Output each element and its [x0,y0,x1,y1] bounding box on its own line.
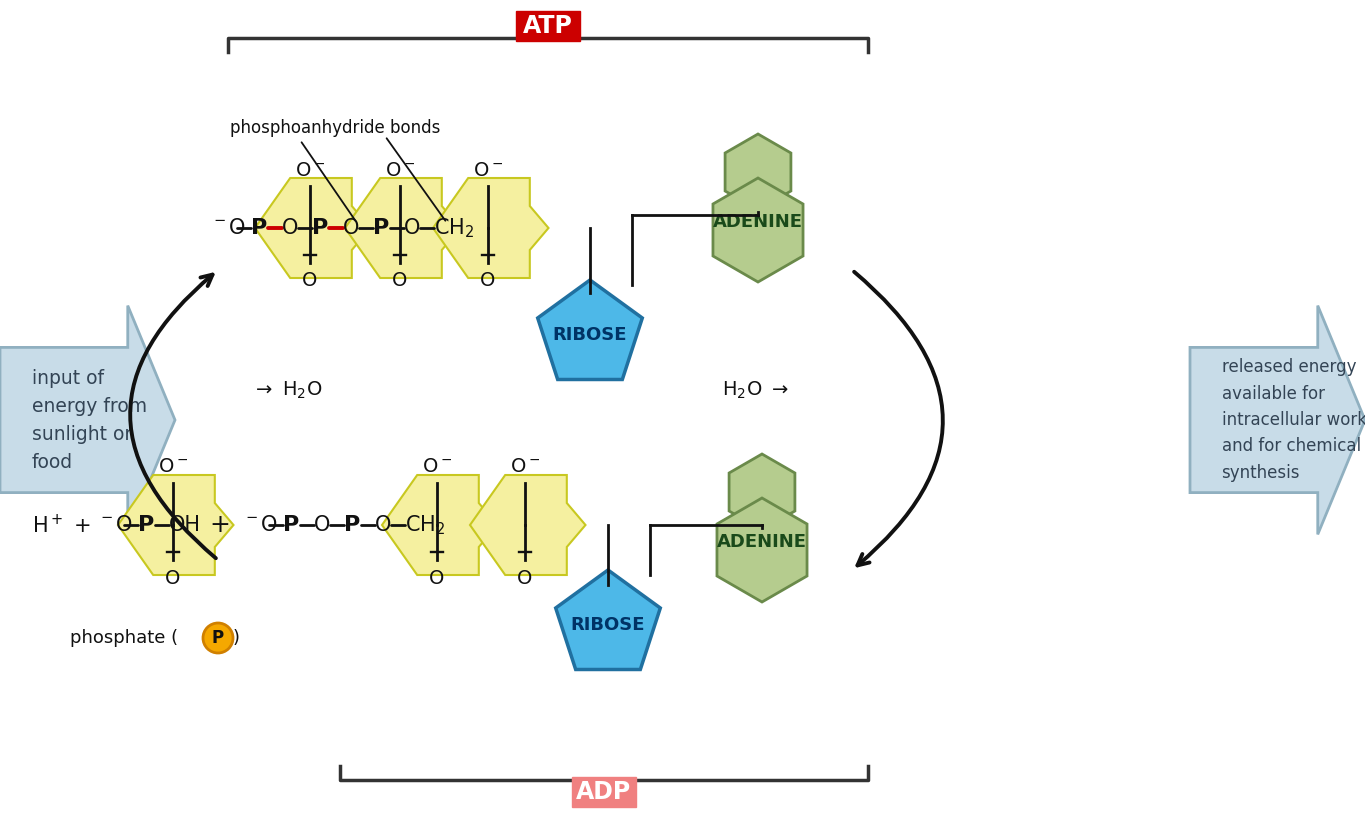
Text: P: P [344,515,360,535]
Text: O: O [343,218,359,238]
Text: O: O [404,218,420,238]
Text: O: O [430,568,445,587]
Text: released energy
available for
intracellular work
and for chemical
synthesis: released energy available for intracellu… [1222,358,1365,482]
Text: O$^-$: O$^-$ [158,458,188,477]
Text: RIBOSE: RIBOSE [571,616,646,634]
FancyArrowPatch shape [130,274,216,559]
FancyBboxPatch shape [516,11,580,41]
Polygon shape [470,475,586,575]
Text: O$^-$: O$^-$ [511,458,541,477]
Text: $\rightarrow$ H$_2$O: $\rightarrow$ H$_2$O [253,379,322,400]
Polygon shape [0,305,175,535]
Text: RIBOSE: RIBOSE [553,326,628,344]
Text: $^-$O: $^-$O [97,515,132,535]
Text: ): ) [233,629,240,647]
Text: ADP: ADP [576,780,632,804]
Text: O: O [480,272,495,291]
Text: O: O [165,568,180,587]
Text: P: P [313,218,328,238]
Polygon shape [1190,305,1365,535]
Text: O: O [517,568,532,587]
Text: O$^-$: O$^-$ [295,161,325,179]
Text: O: O [283,218,299,238]
Text: P: P [373,218,389,238]
Text: CH$_2$: CH$_2$ [434,216,475,240]
Text: H$^+$ +: H$^+$ + [31,514,90,536]
Polygon shape [433,178,549,278]
Polygon shape [345,178,460,278]
Polygon shape [717,498,807,602]
Polygon shape [556,570,661,669]
Text: +: + [209,513,229,537]
Text: ATP: ATP [523,14,573,38]
Text: O: O [314,515,330,535]
Text: input of
energy from
sunlight or
food: input of energy from sunlight or food [31,369,146,472]
Text: O: O [302,272,318,291]
Polygon shape [382,475,497,575]
Text: ADENINE: ADENINE [713,213,803,231]
Polygon shape [538,280,643,379]
Text: phosphate (: phosphate ( [70,629,177,647]
Text: O$^-$: O$^-$ [472,161,504,179]
Text: $^-$O: $^-$O [210,218,246,238]
Polygon shape [713,178,803,282]
Text: H$_2$O $\rightarrow$: H$_2$O $\rightarrow$ [722,379,789,400]
Text: phosphoanhydride bonds: phosphoanhydride bonds [229,119,441,137]
Text: O: O [375,515,392,535]
Text: P: P [138,515,154,535]
Polygon shape [255,178,370,278]
FancyArrowPatch shape [854,272,943,565]
Text: P: P [283,515,299,535]
Text: $^-$O: $^-$O [242,515,278,535]
Text: O: O [392,272,408,291]
Circle shape [203,623,233,653]
Text: ADENINE: ADENINE [717,533,807,551]
Text: P: P [212,629,224,647]
Text: O$^-$: O$^-$ [422,458,452,477]
Text: OH: OH [169,515,201,535]
Text: CH$_2$: CH$_2$ [405,514,445,536]
FancyBboxPatch shape [572,777,636,807]
Polygon shape [117,475,233,575]
Text: O$^-$: O$^-$ [385,161,415,179]
Polygon shape [725,134,790,210]
Text: P: P [251,218,268,238]
Polygon shape [729,454,794,530]
